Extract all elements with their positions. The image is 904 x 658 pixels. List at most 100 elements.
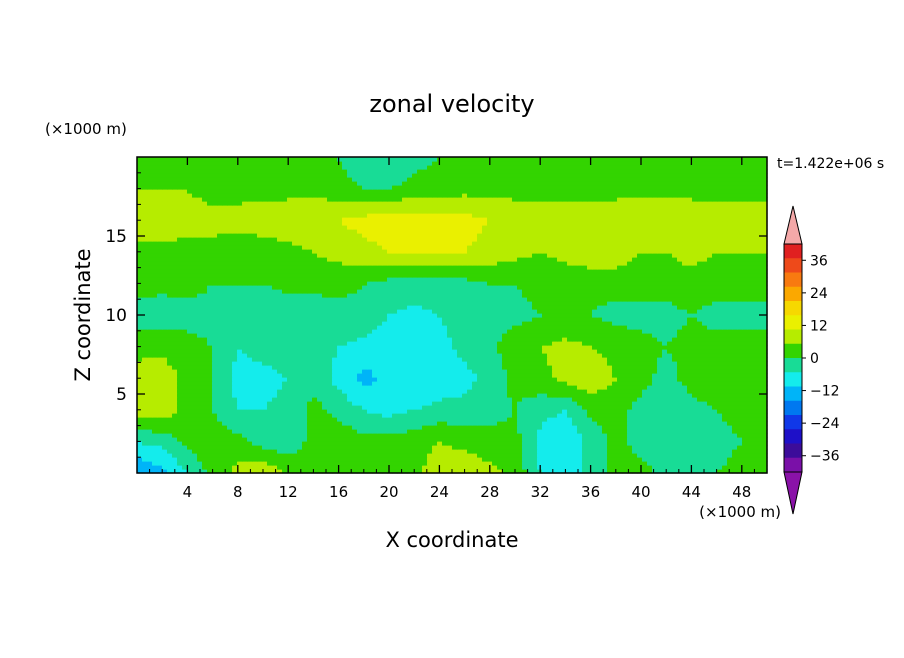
field-cell — [252, 417, 258, 422]
field-cell — [202, 453, 208, 458]
field-cell — [572, 393, 578, 398]
field-cell — [297, 401, 303, 406]
field-cell — [162, 465, 168, 470]
field-cell — [417, 449, 423, 454]
field-cell — [472, 325, 478, 330]
field-cell — [647, 337, 653, 342]
field-cell — [147, 409, 153, 414]
field-cell — [332, 333, 338, 338]
field-cell — [207, 389, 213, 394]
field-cell — [212, 405, 218, 410]
field-cell — [622, 409, 628, 414]
field-cell — [587, 385, 593, 390]
field-cell — [572, 321, 578, 326]
field-cell — [462, 421, 468, 426]
field-cell — [522, 397, 528, 402]
field-cell — [557, 333, 563, 338]
field-cell — [317, 429, 323, 434]
field-cell — [327, 365, 333, 370]
field-cell — [642, 457, 648, 462]
field-cell — [492, 317, 498, 322]
field-cell — [422, 409, 428, 414]
field-cell — [297, 385, 303, 390]
field-cell — [482, 389, 488, 394]
field-cell — [717, 389, 723, 394]
field-cell — [637, 393, 643, 398]
field-cell — [692, 321, 698, 326]
field-cell — [307, 357, 313, 362]
field-cell — [647, 361, 653, 366]
field-cell — [507, 457, 513, 462]
field-cell — [552, 405, 558, 410]
field-cell — [457, 389, 463, 394]
field-cell — [592, 317, 598, 322]
field-cell — [687, 349, 693, 354]
field-cell — [597, 417, 603, 422]
field-cell — [157, 401, 163, 406]
field-cell — [552, 429, 558, 434]
field-cell — [367, 429, 373, 434]
field-cell — [567, 385, 573, 390]
field-cell — [457, 433, 463, 438]
field-cell — [607, 345, 613, 350]
field-cell — [582, 357, 588, 362]
field-cell — [247, 373, 253, 378]
field-cell — [687, 333, 693, 338]
field-cell — [282, 413, 288, 418]
field-cell — [547, 369, 553, 374]
field-cell — [622, 369, 628, 374]
field-cell — [287, 429, 293, 434]
field-cell — [332, 321, 338, 326]
field-cell — [272, 317, 278, 322]
field-cell — [397, 357, 403, 362]
field-cell — [707, 409, 713, 414]
field-cell — [622, 325, 628, 330]
field-cell — [237, 373, 243, 378]
field-cell — [682, 389, 688, 394]
field-cell — [357, 353, 363, 358]
field-cell — [687, 469, 693, 474]
field-cell — [452, 329, 458, 334]
field-cell — [342, 389, 348, 394]
field-cell — [672, 465, 678, 470]
field-cell — [407, 321, 413, 326]
field-cell — [312, 349, 318, 354]
field-cell — [482, 441, 488, 446]
field-cell — [172, 441, 178, 446]
field-cell — [302, 393, 308, 398]
field-cell — [332, 317, 338, 322]
field-cell — [742, 449, 748, 454]
field-cell — [347, 317, 353, 322]
field-cell — [397, 409, 403, 414]
field-cell — [517, 469, 523, 474]
field-cell — [417, 381, 423, 386]
field-cell — [462, 329, 468, 334]
field-cell — [217, 337, 223, 342]
field-cell — [477, 413, 483, 418]
field-cell — [467, 429, 473, 434]
field-cell — [627, 465, 633, 470]
field-cell — [502, 453, 508, 458]
field-cell — [287, 465, 293, 470]
field-cell — [722, 317, 728, 322]
field-cell — [717, 453, 723, 458]
field-cell — [337, 317, 343, 322]
field-cell — [752, 433, 758, 438]
field-cell — [442, 401, 448, 406]
field-cell — [327, 441, 333, 446]
field-cell — [752, 445, 758, 450]
field-cell — [477, 441, 483, 446]
field-cell — [377, 361, 383, 366]
field-cell — [297, 449, 303, 454]
field-cell — [542, 325, 548, 330]
field-cell — [512, 445, 518, 450]
field-cell — [587, 389, 593, 394]
field-cell — [657, 401, 663, 406]
field-cell — [487, 369, 493, 374]
field-cell — [217, 417, 223, 422]
field-cell — [617, 317, 623, 322]
field-cell — [197, 433, 203, 438]
field-cell — [592, 401, 598, 406]
field-cell — [227, 389, 233, 394]
field-cell — [662, 425, 668, 430]
